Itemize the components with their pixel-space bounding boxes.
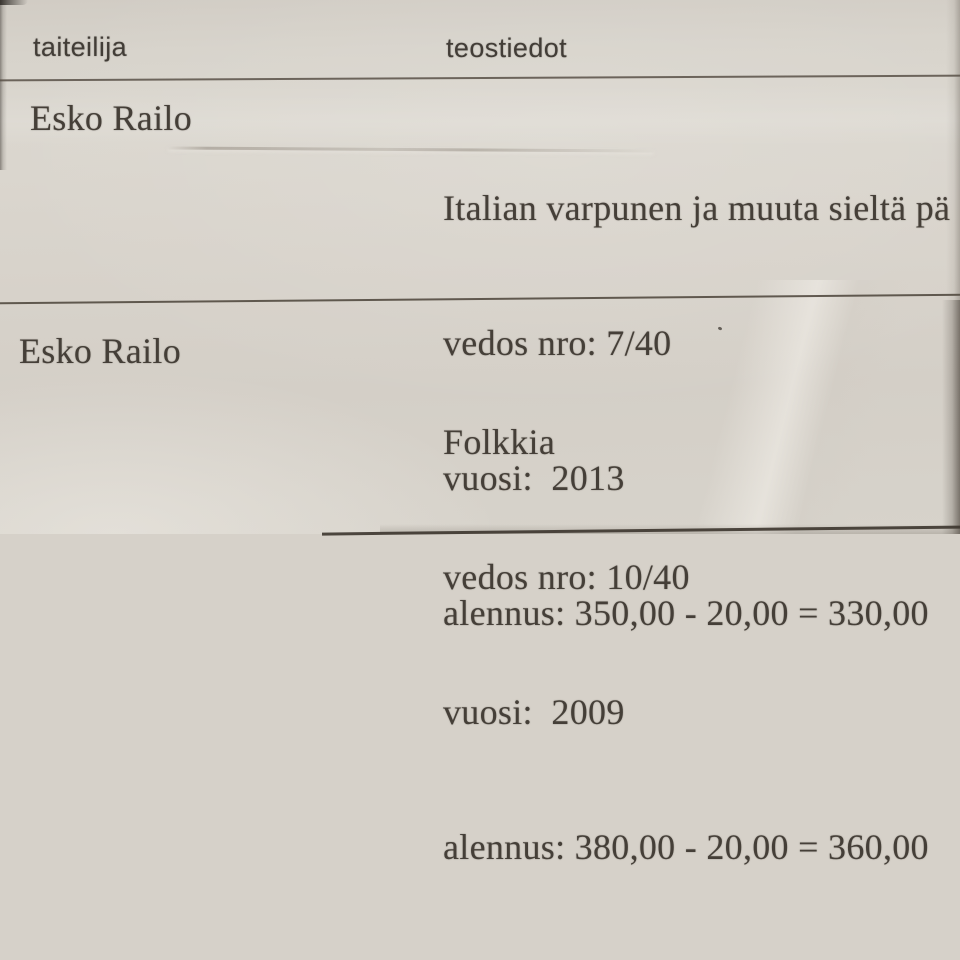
work-title: Italian varpunen ja muuta sieltä pä	[443, 188, 951, 228]
work-title: Folkkia	[443, 422, 556, 462]
column-header-details: teostiedot	[446, 33, 568, 63]
edition-number: vedos nro: 7/40	[443, 323, 672, 363]
work-year: vuosi: 2013	[443, 458, 625, 498]
photo-right-edge-shadow-bottom	[942, 300, 960, 534]
artist-name: Esko Railo	[19, 331, 181, 371]
photo-corner-mark	[0, 0, 28, 5]
discount-calculation: alennus: 380,00 - 20,00 = 360,00	[443, 827, 929, 867]
artist-name: Esko Railo	[30, 98, 192, 138]
photo-left-edge-shadow	[0, 0, 7, 170]
header-divider-line	[0, 74, 960, 82]
column-header-artist: taiteilija	[33, 32, 128, 62]
work-year: vuosi: 2009	[443, 692, 625, 732]
work-details-block: Folkkia vedos nro: 10/40 vuosi: 2009 ale…	[443, 330, 929, 960]
paper-light-band	[0, 84, 960, 146]
document-photo: taiteilija teostiedot Esko Railo Italian…	[0, 0, 960, 867]
edition-number: vedos nro: 10/40	[443, 557, 690, 597]
